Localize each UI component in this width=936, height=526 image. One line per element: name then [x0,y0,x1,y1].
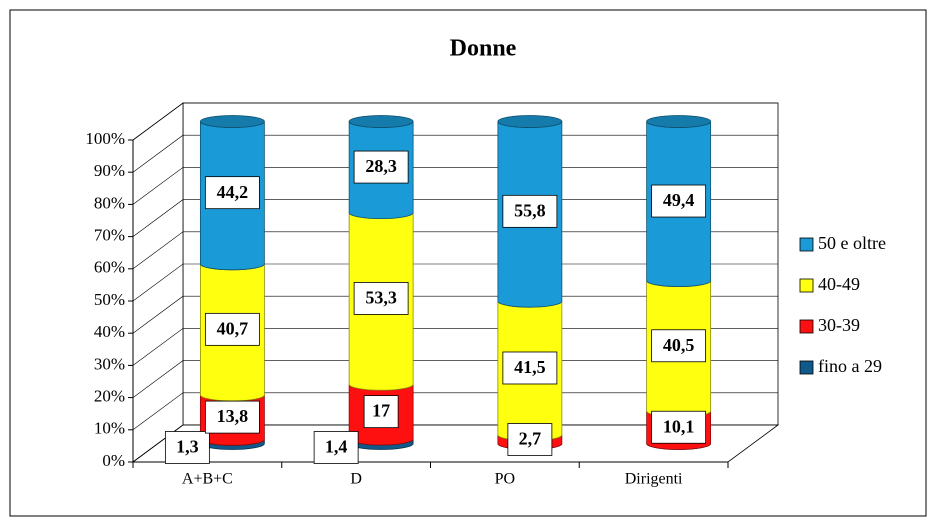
y-tick-label: 50% [94,290,125,309]
bar-top [199,115,265,128]
data-label-box [651,329,707,363]
data-label-box [507,423,553,456]
data-label: 1,4 [325,437,348,457]
grid-line [132,328,778,366]
grid-line [132,360,778,398]
chart-title: Donne [450,36,517,62]
data-label-box [204,312,260,346]
legend-label: 30-39 [818,315,860,335]
data-label-box [363,395,399,429]
grid-line [132,295,778,334]
data-label: 44,2 [217,182,249,202]
y-tick-label: 40% [94,322,125,341]
data-label-box [651,410,707,444]
data-label-box [204,400,260,434]
y-tick-label: 10% [94,419,125,438]
data-label-box [651,184,707,218]
grid-line [132,102,778,141]
data-label-box [164,431,210,464]
y-tick-label: 70% [94,226,125,245]
legend-label: 50 e oltre [818,233,886,253]
data-label: 40,5 [663,335,695,355]
data-label-box [313,431,359,464]
grid-line [132,134,778,173]
x-tick-label: Dirigenti [625,471,683,488]
data-label: 2,7 [519,429,542,449]
legend-label: 40-49 [818,274,860,294]
data-label: 13,8 [217,406,249,426]
y-tick-label: 90% [94,161,125,180]
data-label: 41,5 [514,357,546,377]
data-label: 49,4 [663,190,695,210]
grid-line [132,392,778,431]
data-label-box [353,282,409,315]
bar-top [497,115,563,128]
legend-swatch [799,319,814,334]
legend-swatch [799,278,814,293]
y-tick-label: 20% [94,387,125,406]
data-label-box [502,351,558,385]
x-tick-label: A+B+C [182,471,233,488]
data-label: 53,3 [365,288,397,308]
y-tick-label: 100% [85,129,125,148]
data-label-box [353,150,409,184]
y-tick-label: 30% [94,354,125,373]
grid-line [132,199,778,237]
data-label: 40,7 [217,318,249,338]
legend-label: fino a 29 [818,356,882,376]
data-label-box [502,194,558,228]
grid-line [132,263,778,302]
x-tick-label: PO [495,471,515,488]
legend-swatch [799,237,814,252]
grid-line [132,424,778,463]
data-label: 55,8 [514,200,546,220]
data-label: 17 [372,401,390,421]
bar-top [348,115,414,128]
y-tick-label: 60% [94,258,125,277]
y-tick-label: 0% [102,451,125,470]
y-tick-label: 80% [94,193,125,212]
data-label: 10,1 [663,416,695,436]
x-tick-label: D [350,471,362,488]
grid-line [132,231,778,270]
data-label-box [204,176,260,210]
grid-line [132,167,778,205]
legend-swatch [799,360,814,375]
bar-top [646,115,712,128]
data-label: 1,3 [176,437,199,457]
data-label: 28,3 [365,156,397,176]
